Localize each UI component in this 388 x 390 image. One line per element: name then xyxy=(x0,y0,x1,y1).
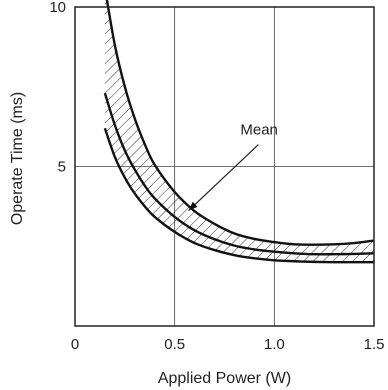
mean-curve xyxy=(103,92,375,256)
x-tick-label: 1.5 xyxy=(364,336,385,353)
mean-arrowhead xyxy=(188,201,198,211)
x-axis-label: Applied Power (W) xyxy=(158,370,291,387)
tolerance-band xyxy=(104,0,374,263)
upper-curve xyxy=(105,0,375,246)
x-tick-label: 0 xyxy=(71,336,79,353)
tick-labels: 0 0.5 1.0 1.5 5 10 xyxy=(49,0,384,353)
mean-label: Mean xyxy=(240,122,278,139)
lower-curve xyxy=(103,127,374,264)
mean-annotation: Mean xyxy=(188,122,278,211)
y-tick-label: 10 xyxy=(49,0,66,16)
mean-leader-line xyxy=(188,144,259,211)
y-axis-label: Operate Time (ms) xyxy=(9,92,26,225)
plot-frame xyxy=(74,6,375,327)
y-tick-label: 5 xyxy=(58,159,66,176)
x-tick-label: 1.0 xyxy=(264,336,285,353)
series-lines xyxy=(103,0,375,264)
x-tick-label: 0.5 xyxy=(164,336,185,353)
